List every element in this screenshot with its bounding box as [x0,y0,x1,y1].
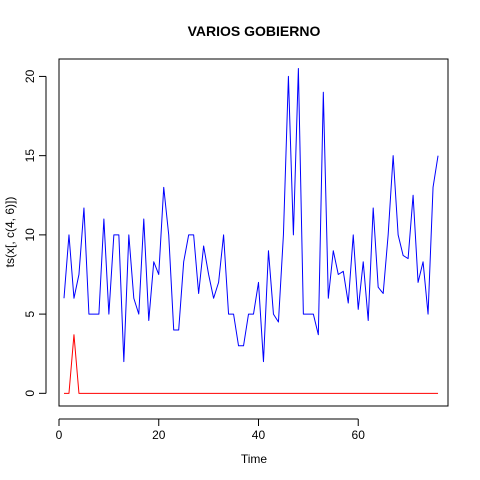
x-tick-label: 40 [252,428,266,442]
series-line-1 [63,68,439,363]
chart-title: VARIOS GOBIERNO [188,23,321,39]
y-tick-label: 5 [23,310,37,317]
axes: 0 20 40 60 0 5 10 15 20 [23,69,365,442]
y-tick-label: 0 [23,390,37,397]
y-axis-label: ts(x[, c(4, 6)]) [3,197,17,268]
series-line-2 [63,334,439,394]
plot-frame [58,58,449,407]
x-tick-label: 60 [352,428,366,442]
x-tick-label: 0 [56,428,63,442]
x-axis-label: Time [241,452,268,466]
y-tick-label: 20 [23,69,37,83]
y-tick-label: 10 [23,228,37,242]
x-tick-label: 20 [152,428,166,442]
series-layer [63,68,439,394]
y-tick-label: 15 [23,149,37,163]
